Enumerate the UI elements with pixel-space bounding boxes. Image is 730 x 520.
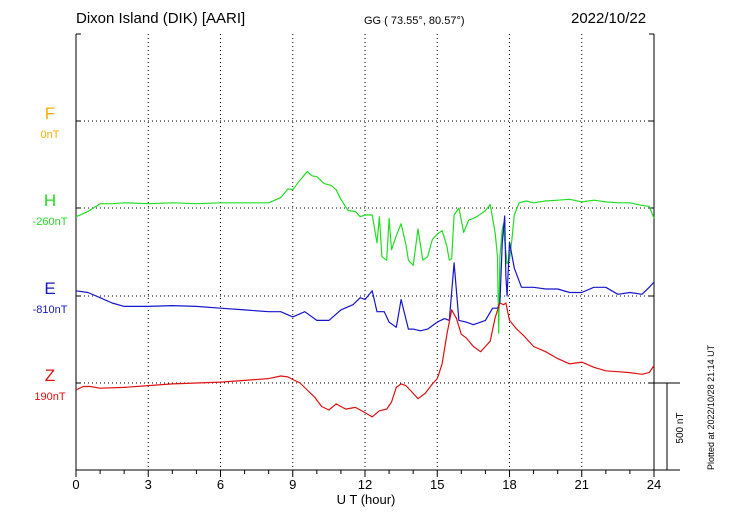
series-offset-z: 190nT — [34, 391, 65, 403]
series-line-e — [75, 215, 655, 332]
series-name-e: E — [44, 279, 55, 298]
x-tick-label: 6 — [217, 477, 224, 492]
series-line-h — [75, 170, 655, 334]
series-offset-h: -260nT — [33, 216, 68, 228]
plotted-note: Plotted at 2022/10/28 21:14 UT — [706, 344, 716, 470]
date-label: 2022/10/22 — [571, 10, 647, 27]
x-tick-label: 9 — [289, 477, 296, 492]
x-tick-label: 24 — [647, 477, 661, 492]
series-offset-f: 0nT — [41, 129, 60, 141]
x-tick-label: 0 — [72, 477, 79, 492]
series-line-z — [75, 302, 655, 418]
x-tick-label: 18 — [502, 477, 516, 492]
series-name-f: F — [45, 104, 55, 123]
scale-bar-label: 500 nT — [675, 412, 686, 443]
x-tick-label: 3 — [145, 477, 152, 492]
series-lines — [75, 170, 655, 418]
series-name-h: H — [44, 191, 56, 210]
x-tick-label: 12 — [358, 477, 372, 492]
series-name-z: Z — [45, 366, 55, 385]
chart-grid — [76, 34, 654, 470]
series-offset-e: -810nT — [33, 304, 68, 316]
station-title: Dixon Island (DIK) [AARI] — [76, 10, 246, 27]
x-axis-label: U T (hour) — [337, 492, 396, 507]
coordinates-label: GG ( 73.55°, 80.57°) — [364, 15, 465, 27]
series-labels: F 0nT H -260nT E -810nT Z 190nT — [33, 104, 68, 403]
x-tick-label: 15 — [430, 477, 444, 492]
chart-axes: 0 3 6 9 12 15 18 21 24 — [72, 33, 680, 492]
x-tick-label: 21 — [575, 477, 589, 492]
